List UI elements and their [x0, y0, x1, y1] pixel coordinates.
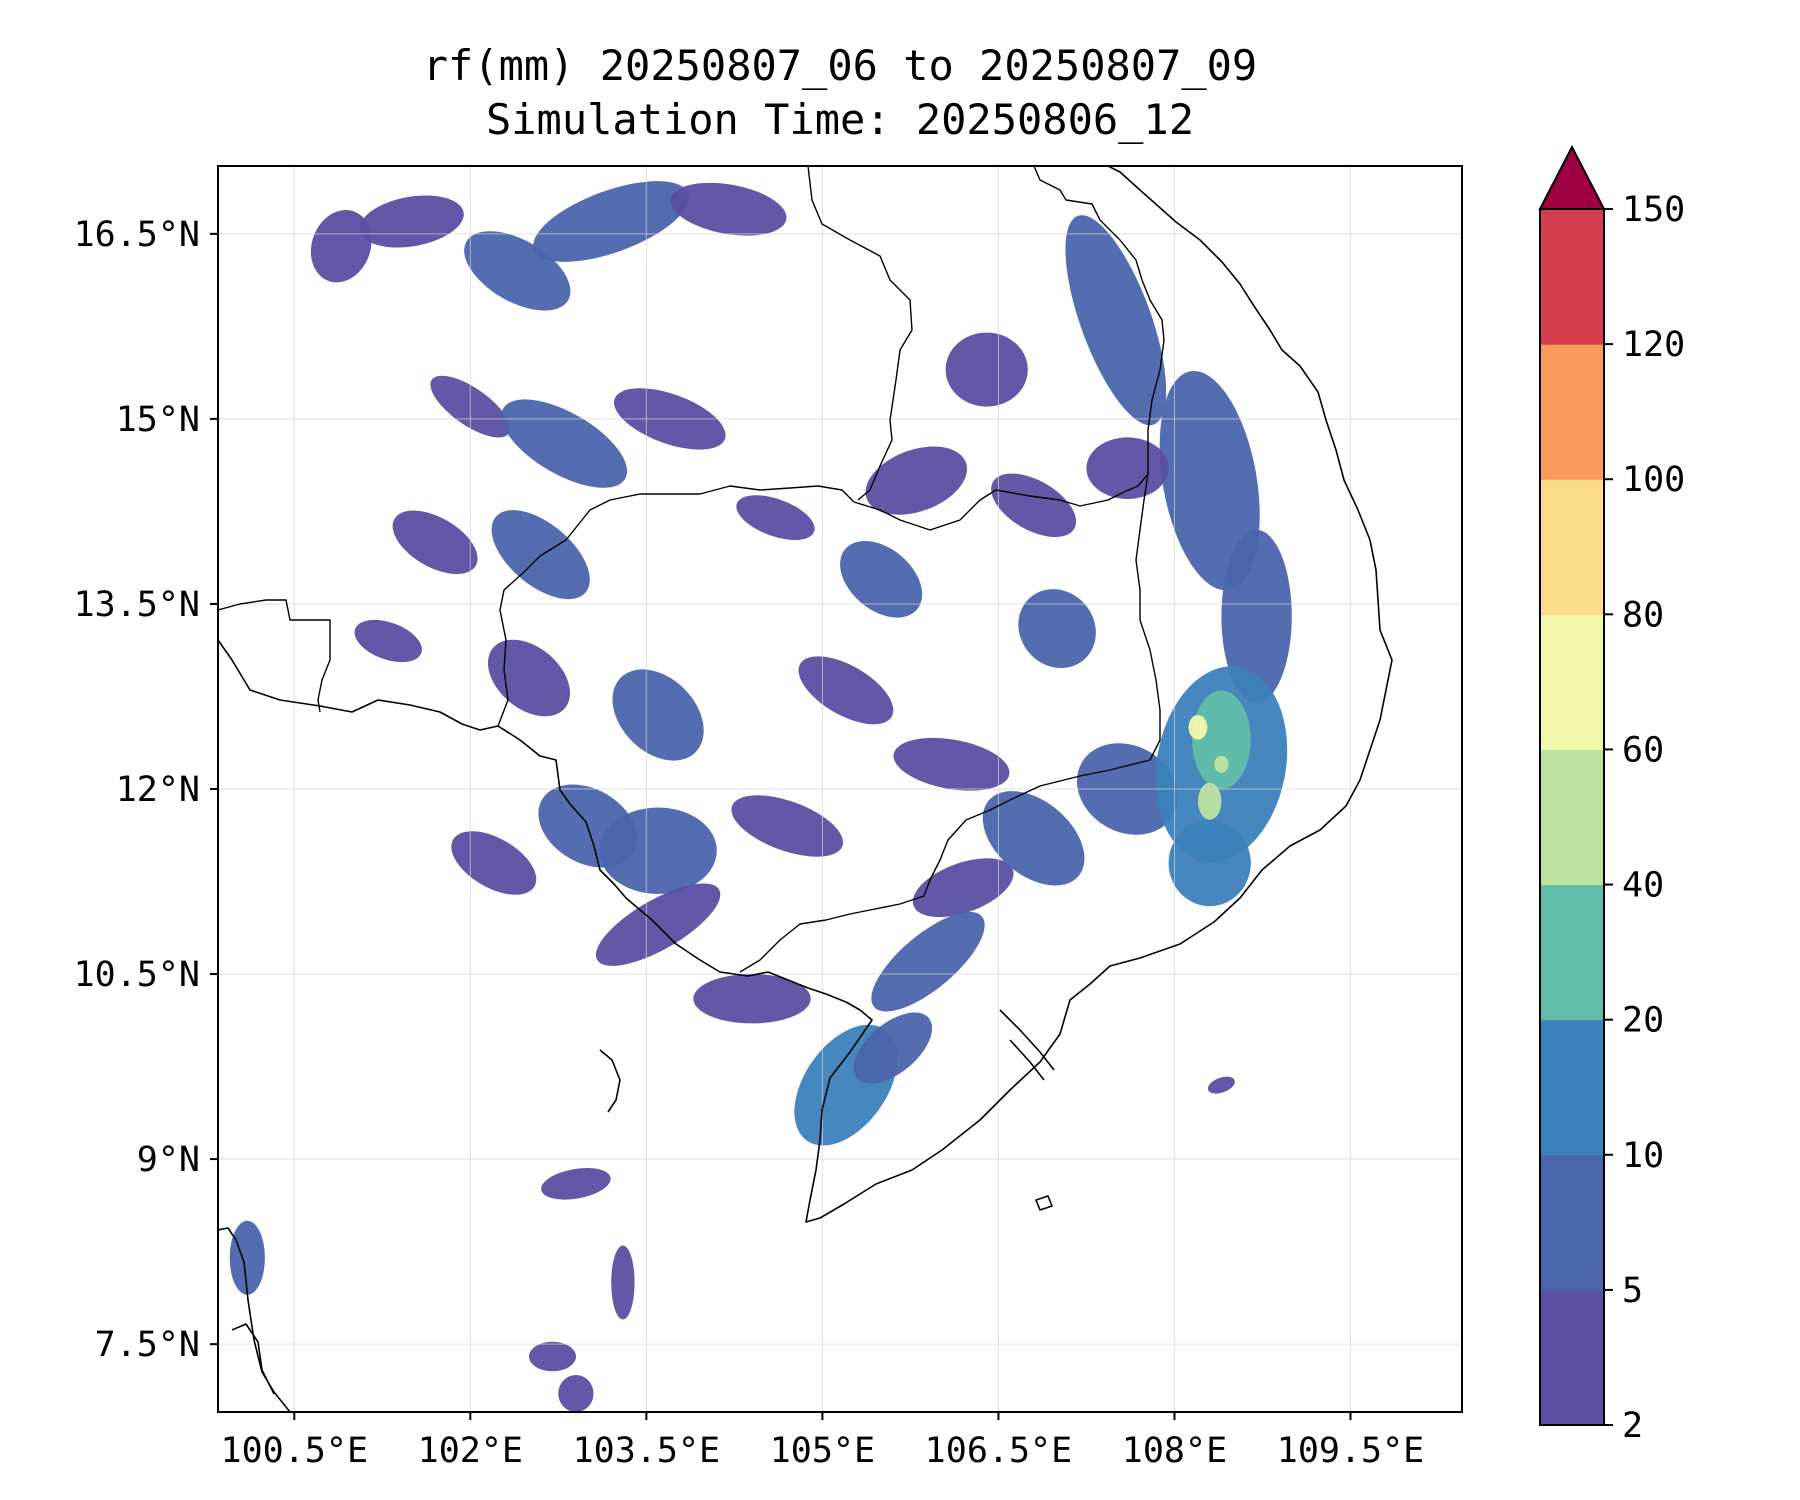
colorbar-tick-label: 5: [1622, 1271, 1643, 1311]
colorbar-tick-label: 100: [1622, 460, 1685, 500]
rain-cell: [853, 1012, 933, 1084]
lon-tick-label: 108°E: [1122, 1431, 1227, 1471]
rain-cell: [1159, 370, 1260, 591]
coastline-gulf-north: [218, 166, 1393, 1223]
rain-cell: [392, 510, 478, 575]
rainfall-contours: [229, 181, 1292, 1412]
rain-cell: [359, 195, 464, 248]
rain-cell: [599, 807, 717, 894]
colorbar-segment: [1540, 344, 1604, 480]
lon-tick-label: 103.5°E: [573, 1431, 721, 1471]
rain-cell: [1168, 819, 1251, 907]
lon-tick-label: 100.5°E: [221, 1431, 369, 1471]
colorbar-segment: [1540, 749, 1604, 886]
rain-cell: [501, 399, 628, 488]
lon-tick-label: 102°E: [418, 1431, 523, 1471]
border-cambodia-laos: [853, 473, 1149, 531]
rain-cell: [945, 332, 1028, 407]
colorbar-segment: [1540, 1019, 1604, 1156]
colorbar-tick-label: 80: [1622, 595, 1664, 635]
coastline-mekong-delta-islands: [999, 1009, 1055, 1081]
colorbar-segment: [1540, 479, 1604, 615]
colorbar-segment: [1540, 884, 1604, 1021]
rain-cell: [982, 791, 1085, 886]
lon-tick-label: 109.5°E: [1277, 1431, 1425, 1471]
map-gridlines: [218, 166, 1462, 1412]
rain-cell: [595, 883, 721, 966]
coastline-gulf-west: [231, 1323, 275, 1395]
rain-cell: [1065, 215, 1167, 426]
colorbar-tick-label: 150: [1622, 190, 1685, 230]
colorbar-tick-label: 2: [1622, 1406, 1643, 1446]
rain-cell: [893, 737, 1010, 791]
border-cambodia-vietnam: [739, 473, 1161, 973]
lon-tick-label: 106.5°E: [925, 1431, 1073, 1471]
colorbar-tick-label: 40: [1622, 866, 1664, 906]
rain-cell: [1207, 1076, 1235, 1094]
rain-cell: [670, 182, 787, 236]
map-axis-ticks: 100.5°E 102°E 103.5°E 105°E 106.5°E 108°E 109.…: [74, 215, 1425, 1471]
lat-tick-label: 13.5°N: [74, 585, 200, 625]
colorbar-segment: [1540, 1289, 1604, 1426]
lat-tick-label: 10.5°N: [74, 955, 200, 995]
lat-tick-label: 15°N: [116, 400, 200, 440]
colorbar-tick-label: 20: [1622, 1001, 1664, 1041]
border-thailand-cambodia: [497, 485, 855, 727]
colorbar-tick-label: 120: [1622, 325, 1685, 365]
lat-tick-label: 16.5°N: [74, 215, 200, 255]
title-line-1: rf(mm) 20250807_06 to 20250807_09: [423, 41, 1257, 90]
rain-cell: [310, 210, 372, 283]
rain-cell: [1214, 755, 1229, 773]
lon-tick-label: 105°E: [770, 1431, 875, 1471]
border-laos-thailand: [807, 166, 913, 501]
rain-cell: [612, 669, 704, 761]
island-con-dao: [1035, 1195, 1053, 1211]
rain-cell: [229, 1220, 265, 1295]
rain-cell: [533, 181, 690, 262]
title-line-2: Simulation Time: 20250806_12: [486, 95, 1194, 144]
rain-cell: [912, 858, 1014, 918]
rain-cell: [871, 911, 985, 1012]
rain-cell: [840, 541, 923, 618]
rain-cell: [541, 1167, 611, 1200]
rain-cell: [1198, 782, 1222, 820]
colorbar: 2 5 10 20 40 60 80 100 120 150: [1538, 144, 1685, 1446]
border-laos-vietnam: [1033, 166, 1165, 474]
rain-cell: [1188, 715, 1208, 740]
colorbar-segment: [1540, 209, 1604, 345]
border-thailand-myanmar-west: [218, 599, 331, 713]
colorbar-frame: [1539, 208, 1605, 1426]
lat-tick-label: 7.5°N: [95, 1325, 200, 1365]
rain-cell: [491, 510, 590, 600]
rain-cell: [451, 831, 537, 895]
rain-cell: [1221, 529, 1292, 703]
map-panel: 100.5°E 102°E 103.5°E 105°E 106.5°E 108°E 109.…: [74, 165, 1463, 1471]
colorbar-tick-label: 60: [1622, 730, 1664, 770]
colorbar-segment: [1540, 1154, 1604, 1291]
colorbar-extend-arrow: [1538, 144, 1606, 210]
rain-cell: [487, 639, 571, 717]
colorbar-tick-label: 10: [1622, 1136, 1664, 1176]
rain-cell: [693, 974, 811, 1024]
rain-cell: [611, 1245, 635, 1320]
island-phu-quoc: [599, 1049, 621, 1113]
coastlines-and-borders: [218, 166, 1393, 1412]
rain-cell: [354, 619, 422, 663]
rain-cell: [1018, 589, 1096, 669]
rain-cell: [464, 231, 571, 311]
rain-cell: [731, 795, 844, 857]
lat-tick-label: 12°N: [116, 770, 200, 810]
rain-cell: [529, 1341, 576, 1372]
rain-cell: [1192, 690, 1251, 789]
rain-cell: [865, 446, 968, 515]
colorbar-segment: [1540, 614, 1604, 750]
rain-cell: [558, 1375, 594, 1412]
rain-cell: [736, 495, 815, 540]
rain-cell: [991, 473, 1077, 538]
lat-tick-label: 9°N: [137, 1140, 200, 1180]
